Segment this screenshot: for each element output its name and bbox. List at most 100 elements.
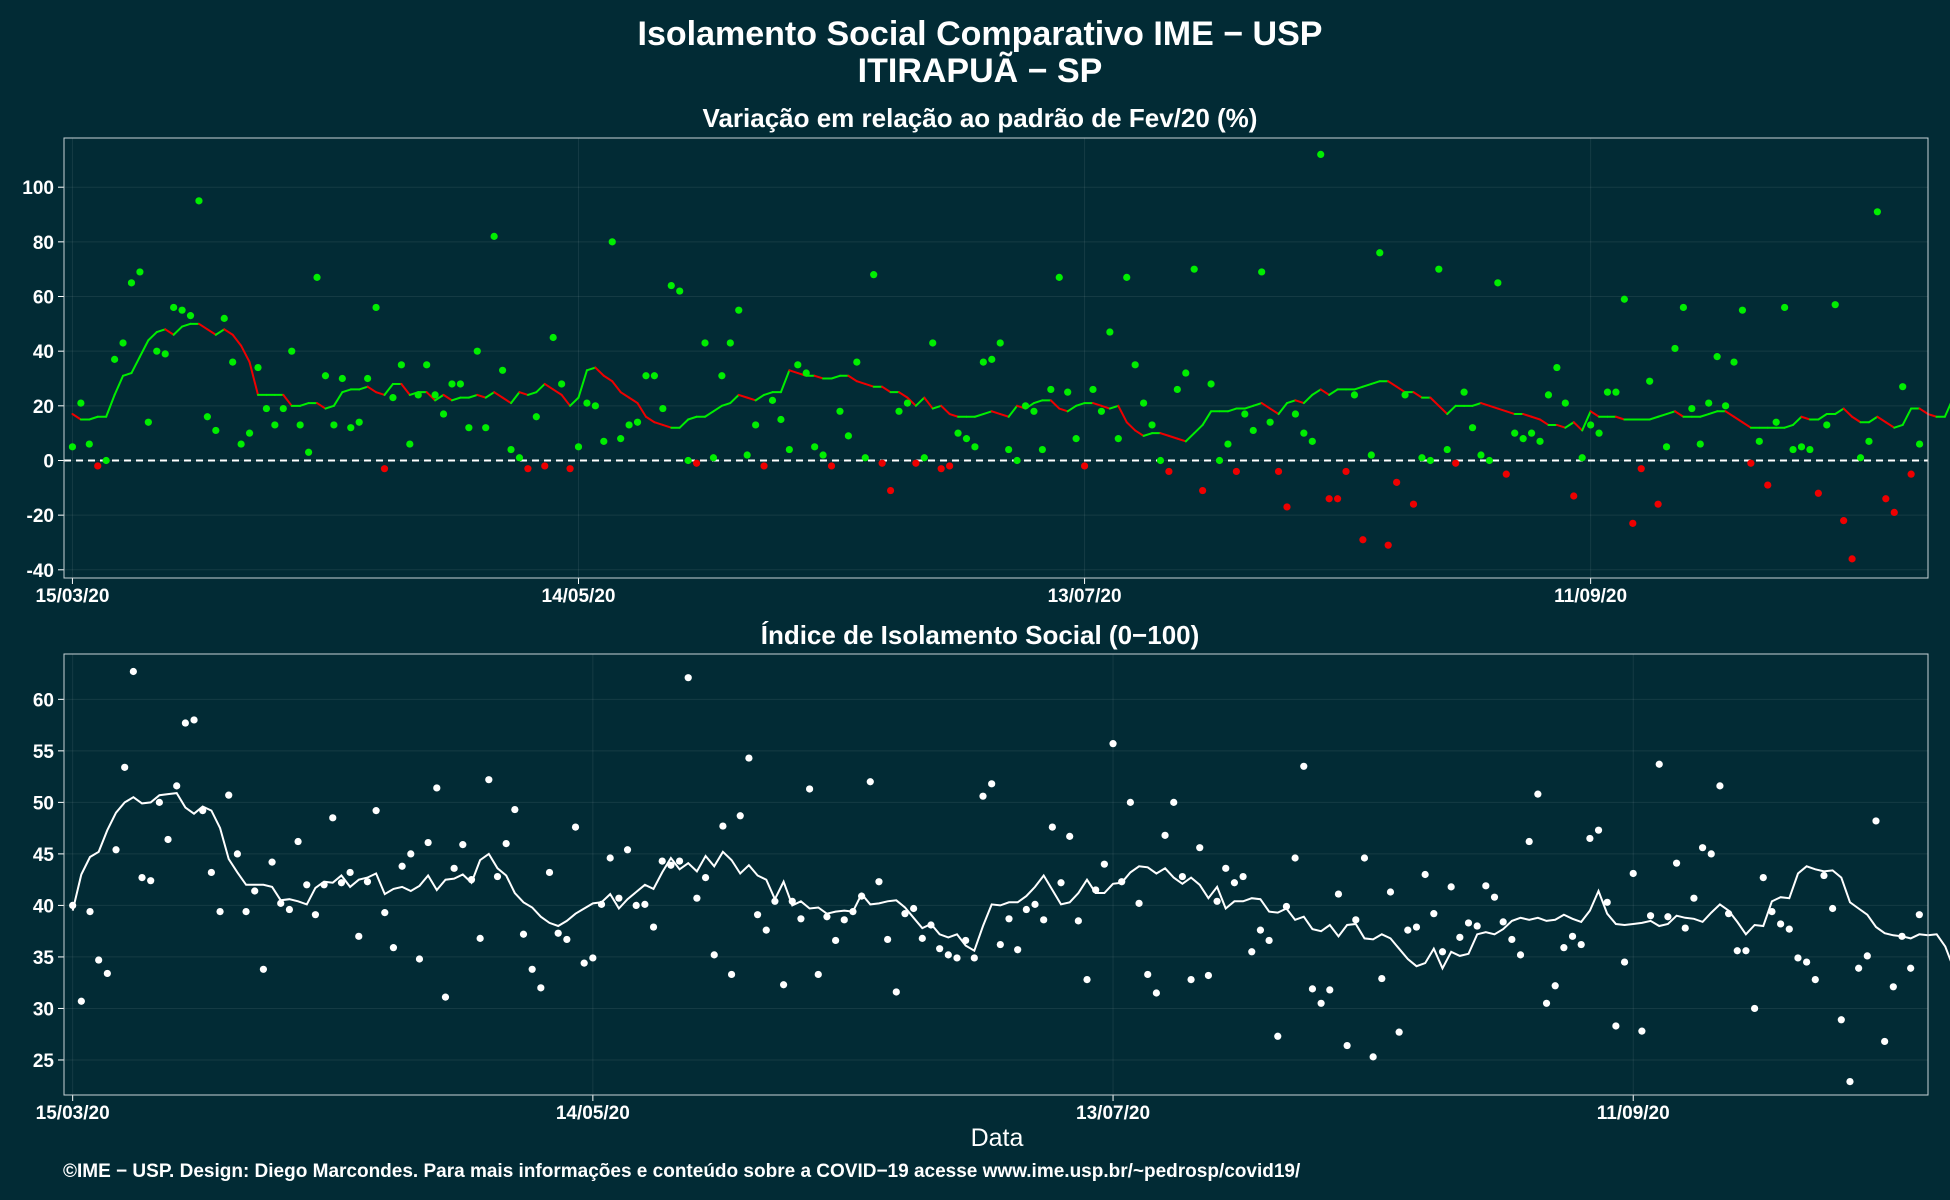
chart-title: Isolamento Social Comparativo IME − USP [638,15,1323,53]
data-point [1797,443,1806,451]
moving-average-segment [973,413,985,418]
moving-average-segment [1328,388,1339,396]
moving-average-segment [442,393,453,402]
moving-average-segment [248,361,259,396]
data-point [173,782,181,790]
data-point [1899,383,1907,391]
moving-average-segment [88,415,99,421]
moving-average-segment [746,396,757,402]
moving-average-segment [653,421,664,426]
data-point [554,929,562,937]
data-point [1730,358,1738,366]
data-point [1083,975,1091,984]
data-point [95,956,103,964]
data-point [1274,467,1283,476]
data-point [1577,940,1585,949]
x-tick-label: 11/09/20 [1597,1103,1670,1124]
data-point [212,426,220,435]
moving-average-segment [1522,413,1533,418]
data-point [1047,385,1055,394]
data-point [1418,454,1426,462]
data-point [1872,817,1880,825]
data-point [753,911,762,919]
data-point [271,421,279,429]
data-point [262,404,271,413]
data-point [1863,952,1871,960]
data-point [1464,919,1473,927]
data-point [1637,465,1645,473]
moving-average-segment [1927,413,1938,418]
data-point [1178,872,1186,881]
data-point [954,429,962,437]
data-point [355,418,363,426]
panel-frame [63,137,1929,579]
data-point [346,868,354,877]
data-point [1794,954,1802,962]
moving-average-segment [1733,415,1744,424]
data-point [1342,467,1350,476]
data-point [1152,989,1160,997]
data-point [566,465,574,473]
data-point [1586,834,1594,843]
data-point [886,486,895,495]
data-point [1038,445,1046,454]
data-point [615,894,623,902]
data-point [1544,391,1553,399]
data-point [86,907,94,916]
data-point [1511,429,1519,437]
bottom-panel-title: Índice de Isolamento Social (0−100) [761,620,1200,650]
moving-average-segment [181,322,192,328]
data-point [1443,445,1451,454]
data-point [574,443,583,451]
data-point [1300,762,1308,770]
data-point [1915,911,1923,919]
x-tick-label: 14/05/20 [542,586,616,607]
data-point [962,936,970,945]
data-point [1291,854,1299,862]
moving-average-segment [990,410,1002,416]
data-point [1317,150,1325,158]
data-point [1352,916,1360,924]
data-point [901,910,909,918]
data-point [633,418,642,426]
data-point [918,934,926,942]
data-point [1048,823,1056,831]
moving-average-segment [754,393,766,402]
moving-average-segment [1530,415,1542,421]
data-point [1021,402,1030,410]
data-point [277,899,285,907]
moving-average-segment [434,393,445,402]
moving-average-segment [484,391,496,399]
data-point [1452,459,1460,467]
data-point [186,312,195,320]
data-point [1239,872,1247,881]
data-point [1173,385,1181,394]
data-point [910,904,918,913]
moving-average-segment [687,415,698,421]
moving-average-segment [729,393,740,405]
data-point [1846,1078,1854,1086]
data-point [667,861,675,869]
data-point [832,936,840,945]
data-point [220,314,228,322]
data-point [1456,933,1464,941]
data-point [1283,503,1291,511]
data-point [970,954,978,962]
data-point [1317,999,1325,1007]
data-point [181,719,189,727]
data-point [1258,268,1266,276]
data-point [1196,844,1204,852]
moving-average-segment [602,374,614,383]
data-point [69,901,77,910]
data-point [229,358,237,366]
data-point [1873,208,1881,216]
data-point [762,926,770,934]
data-point [153,347,161,355]
x-tick-label: 11/09/20 [1554,586,1627,607]
moving-average-segment [450,396,462,402]
data-point [1570,492,1578,500]
data-point [398,862,406,870]
data-point [929,339,937,347]
data-point [102,456,110,465]
